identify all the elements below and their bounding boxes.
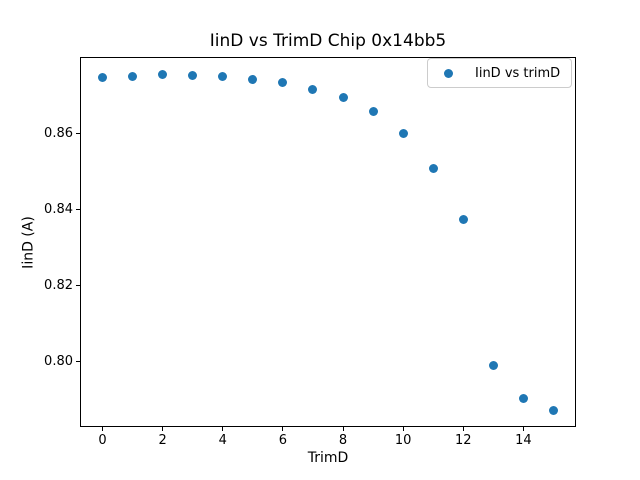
plot-area	[80, 57, 576, 427]
x-tick-label: 12	[454, 433, 472, 449]
x-tick-label: 2	[158, 433, 167, 449]
y-tick	[76, 361, 80, 363]
x-tick	[522, 427, 524, 432]
x-tick-label: 14	[515, 433, 532, 449]
x-tick-label: 8	[338, 433, 348, 449]
x-tick-label: 4	[218, 433, 227, 449]
x-tick-label: 0	[98, 433, 107, 449]
y-tick-label: 0.84	[44, 202, 73, 218]
x-tick	[402, 427, 404, 432]
legend-marker-icon	[444, 68, 453, 78]
x-tick-label: 10	[394, 433, 412, 449]
scatter-point	[188, 70, 198, 80]
scatter-point	[278, 77, 288, 87]
y-tick	[76, 209, 80, 211]
scatter-point	[248, 75, 258, 85]
x-tick	[342, 427, 344, 432]
y-axis-label: IinD (A)	[20, 216, 37, 269]
scatter-point	[398, 128, 408, 138]
x-tick	[102, 427, 104, 432]
y-tick	[76, 285, 80, 287]
x-tick	[462, 427, 464, 432]
scatter-point	[548, 405, 558, 415]
y-tick-label: 0.86	[44, 126, 73, 142]
x-tick-label: 6	[278, 433, 288, 449]
x-tick	[282, 427, 284, 432]
y-tick	[76, 133, 80, 135]
scatter-point	[428, 164, 438, 174]
x-tick	[222, 427, 224, 432]
scatter-point	[98, 73, 108, 83]
legend-label: IinD vs trimD	[475, 65, 561, 81]
x-tick	[162, 427, 164, 432]
scatter-point	[368, 107, 378, 117]
y-tick-label: 0.82	[44, 278, 73, 294]
legend-box: IinD vs trimD	[427, 58, 572, 88]
scatter-point	[518, 393, 528, 403]
scatter-point	[158, 69, 168, 79]
scatter-point	[308, 85, 318, 94]
scatter-point	[218, 72, 228, 82]
scatter-point	[458, 215, 468, 225]
x-axis-label: TrimD	[307, 450, 349, 466]
y-tick-label: 0.80	[44, 354, 73, 370]
scatter-point	[128, 71, 138, 81]
chart-title: IinD vs TrimD Chip 0x14bb5	[209, 31, 447, 51]
scatter-point	[488, 360, 498, 370]
scatter-point	[338, 92, 348, 102]
